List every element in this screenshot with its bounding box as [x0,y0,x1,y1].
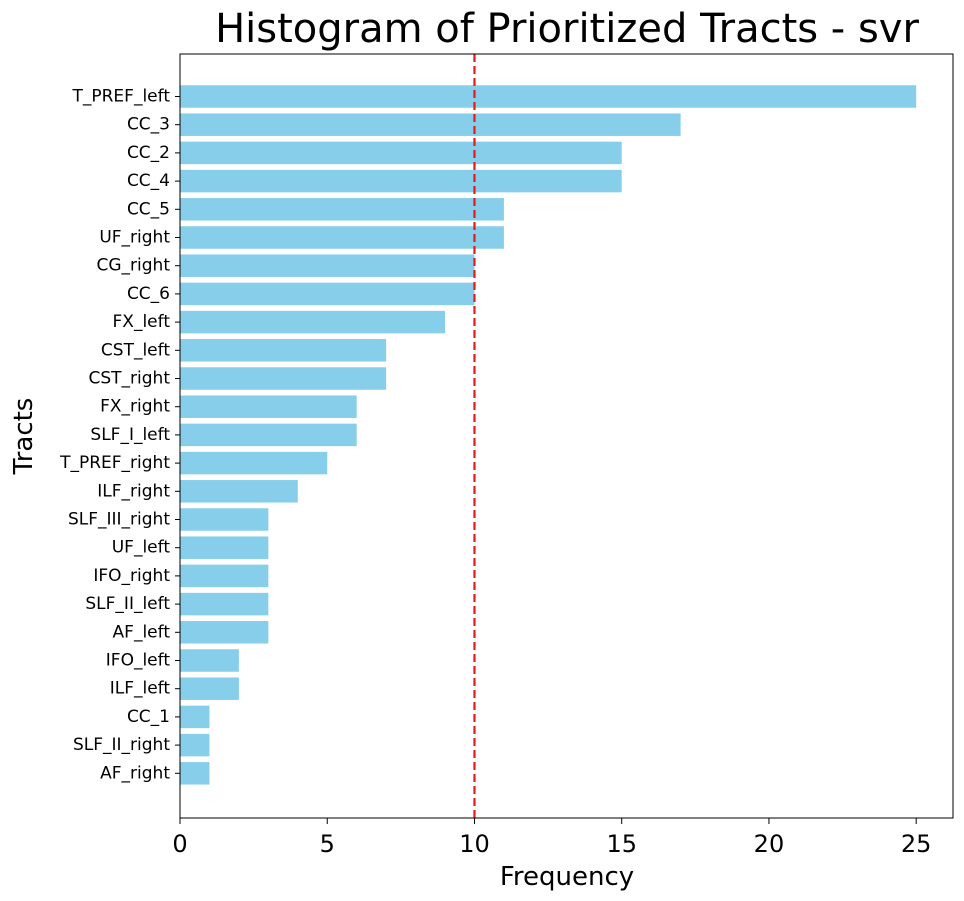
bar-SLF_II_right [180,733,210,757]
y-tick-labels: T_PREF_left CC_3 CC_2 CC_4 CC_5 UF_right CG_ri… [59,87,170,784]
bar-CC_6 [180,282,475,306]
bar-CC_5 [180,198,504,221]
bar-SLF_III_right [180,508,269,531]
bar-CST_left [180,339,387,362]
bar-FX_right [180,395,357,418]
bar-AF_left [180,621,269,644]
bar-T_PREF_left [180,85,917,108]
x-ticks: 0 5 10 15 20 25 [172,818,931,858]
axes-layer [175,53,954,819]
y-tick-label: CST_left [101,340,170,360]
y-tick-label: UF_right [99,228,170,248]
y-tick-label: T_PREF_right [59,453,170,473]
x-tick-label: 25 [901,830,932,858]
y-tick-label: FX_right [100,397,170,417]
bar-UF_right [180,226,504,249]
x-tick-label: 15 [606,830,637,858]
bar-SLF_II_left [180,592,269,616]
y-tick-label: SLF_II_left [85,594,170,614]
y-tick-label: CST_right [89,369,171,389]
x-tick-label: 20 [754,830,785,858]
y-tick-label: UF_left [112,538,171,558]
x-tick-label: 0 [172,830,187,858]
bar-CC_3 [180,113,681,136]
y-tick-label: CC_1 [127,707,170,727]
y-axis-title: Tracts [9,398,39,476]
y-tick-label: ILF_right [97,481,170,501]
x-axis-title: Frequency [500,862,634,892]
y-tick-label: AF_left [113,622,171,642]
x-tick-label: 10 [459,830,490,858]
bar-AF_right [180,762,210,785]
y-tick-label: SLF_II_right [73,735,170,755]
plot-frame [179,53,954,819]
chart-title: Histogram of Prioritized Tracts - svr [215,6,919,52]
bar-CC_1 [180,705,210,729]
y-tick-label: CC_6 [127,284,170,304]
bar-CG_right [180,254,475,277]
y-tick-label: CG_right [97,256,171,276]
bar-T_PREF_right [180,451,328,475]
y-tick-label: SLF_III_right [68,510,170,530]
y-tick-label: SLF_I_left [90,425,170,445]
bar-FX_left [180,310,446,334]
y-tick-label: CC_5 [127,199,170,219]
bar-CST_right [180,367,387,390]
y-tick-label: IFO_left [106,651,171,671]
bar-IFO_right [180,564,269,588]
y-tick-label: T_PREF_left [71,87,170,107]
bar-SLF_I_left [180,423,357,447]
bar-ILF_right [180,480,298,503]
y-tick-label: AF_right [100,763,170,783]
y-tick-label: CC_2 [127,143,170,163]
y-tick-label: CC_4 [127,171,170,191]
y-tick-label: ILF_left [110,679,171,699]
x-tick-label: 5 [320,830,335,858]
bars-layer [180,85,917,785]
y-tick-label: CC_3 [127,115,170,135]
bar-CC_4 [180,169,622,193]
bar-UF_left [180,536,269,559]
bar-IFO_left [180,649,239,672]
y-tick-label: FX_left [113,312,171,332]
bar-ILF_left [180,677,239,700]
y-tick-label: IFO_right [93,566,170,586]
bar-CC_2 [180,141,622,165]
